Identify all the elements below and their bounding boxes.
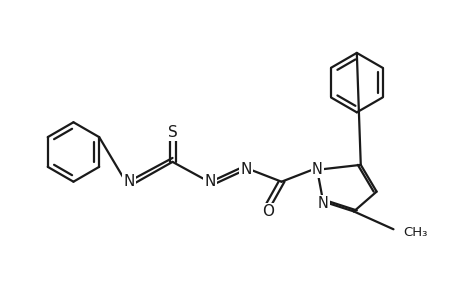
Text: N: N [204,174,215,189]
Text: N: N [317,196,328,211]
Text: N: N [123,174,134,189]
Text: O: O [261,204,273,219]
Text: S: S [167,125,177,140]
Text: CH₃: CH₃ [403,226,427,239]
Text: N: N [240,162,251,177]
Text: N: N [311,162,322,177]
